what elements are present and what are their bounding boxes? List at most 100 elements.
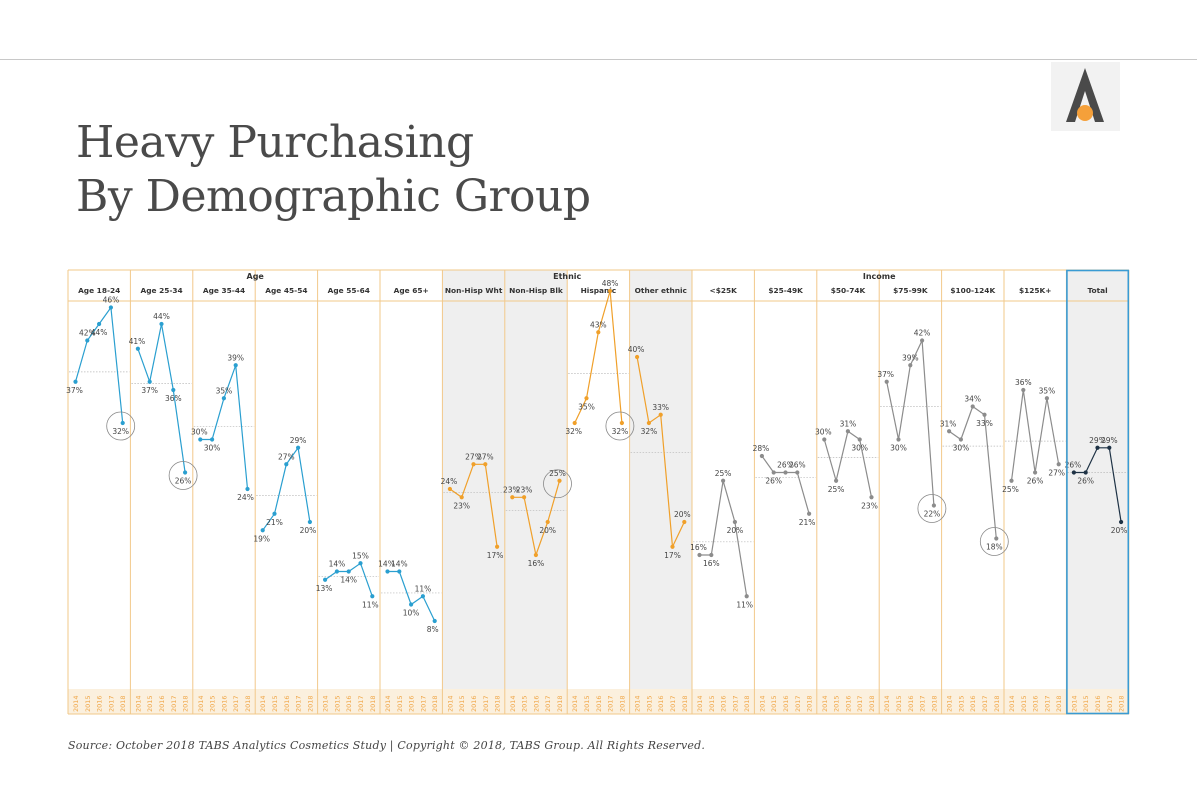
data-label: 8%: [427, 625, 439, 634]
year-label: 2014: [72, 695, 80, 712]
year-label: 2018: [618, 695, 626, 712]
year-label: 2016: [782, 695, 790, 712]
data-point: [795, 470, 800, 475]
year-label: 2014: [134, 695, 142, 712]
year-label: 2018: [119, 695, 127, 712]
panel-label: $50-74K: [831, 286, 866, 295]
data-label: 17%: [487, 551, 504, 560]
year-label: 2015: [770, 695, 778, 712]
highlight-circle: [917, 494, 947, 523]
panel-non-hisp-blk: Non-Hisp Blk 23%23% 16% 20% 25% 2014 2015 2016 2…: [503, 286, 572, 712]
data-point: [409, 602, 414, 607]
panel-label: Non-Hisp Wht: [445, 286, 503, 295]
panel-age-35-44: Age 35-44 30% 30% 35% 39% 24% 2014 2015 2016 2017…: [191, 286, 255, 712]
data-label: 27%: [1048, 468, 1065, 477]
data-point: [958, 437, 964, 442]
year-label: 2017: [357, 695, 365, 712]
data-point: [533, 552, 539, 558]
year-label: 2016: [595, 695, 603, 712]
panel--25k: <$25K 16% 16% 25% 20% 11% 2014 2015 2016 2017 2018: [690, 286, 754, 712]
year-label: 2015: [84, 695, 92, 712]
data-point: [284, 462, 289, 467]
highlight-circle: [543, 469, 572, 499]
year-label: 2015: [396, 695, 404, 712]
panel-label: Age 65+: [394, 286, 429, 295]
data-point: [682, 519, 687, 525]
year-label: 2014: [384, 695, 392, 712]
data-point: [1021, 387, 1026, 393]
highlight-circle: [979, 527, 1009, 556]
year-label: 2014: [509, 695, 517, 712]
data-label: 27%: [477, 452, 494, 461]
data-point: [358, 561, 363, 566]
data-label: 29%: [290, 436, 307, 445]
year-label: 2018: [431, 695, 439, 712]
data-point: [857, 437, 862, 442]
year-label: 2014: [634, 695, 642, 712]
tabs-logo: [1051, 62, 1120, 131]
year-label: 2018: [556, 695, 564, 712]
data-label: 18%: [986, 543, 1003, 552]
panel-label: Total: [1087, 286, 1107, 295]
data-label: 25%: [549, 469, 566, 478]
data-point: [807, 511, 812, 516]
data-point: [557, 478, 562, 483]
data-point: [1056, 462, 1061, 467]
data-label: 21%: [266, 518, 283, 527]
panel-age-25-34: Age 25-34 41% 37% 44% 36% 26% 2014 2015 2016 2017…: [129, 286, 198, 712]
data-point: [834, 478, 839, 483]
page-title: Heavy Purchasing By Demographic Group: [76, 116, 591, 224]
data-label: 24%: [441, 477, 458, 486]
data-point: [159, 321, 164, 327]
data-point: [783, 470, 788, 475]
year-label: 2018: [494, 695, 502, 712]
data-point: [307, 519, 312, 525]
data-label: 20%: [539, 526, 556, 535]
year-label: 2016: [1032, 695, 1040, 712]
year-label: 2018: [868, 695, 876, 712]
year-label: 2016: [844, 695, 852, 712]
data-label: 44%: [153, 312, 170, 321]
data-label: 29%: [1089, 436, 1106, 445]
panel-label: $125K+: [1019, 286, 1052, 295]
year-label: 2015: [645, 695, 653, 712]
data-label: 26%: [1065, 461, 1082, 470]
year-label: 2016: [408, 695, 416, 712]
panel-label: Age 25-34: [140, 286, 182, 295]
data-label: 32%: [112, 427, 129, 436]
year-label: 2018: [369, 695, 377, 712]
data-label: 13%: [316, 584, 333, 593]
year-label: 2015: [1020, 695, 1028, 712]
data-label: 41%: [129, 337, 146, 346]
year-label: 2015: [583, 695, 591, 712]
panel-label: Age 45-54: [265, 286, 307, 295]
data-point: [296, 445, 301, 450]
data-label: 26%: [1077, 477, 1094, 486]
year-label: 2016: [657, 695, 665, 712]
panel-label: Age 55-64: [328, 286, 370, 295]
data-label: 42%: [79, 329, 96, 338]
data-label: 32%: [565, 427, 582, 436]
year-label: 2015: [521, 695, 529, 712]
data-point: [245, 486, 250, 492]
data-point: [635, 354, 640, 360]
data-point: [85, 338, 90, 343]
panel-shade: [1066, 270, 1129, 714]
data-label: 36%: [165, 394, 182, 403]
year-label: 2018: [743, 695, 751, 712]
data-label: 21%: [799, 518, 816, 527]
panel-label: <$25K: [710, 286, 738, 295]
data-point: [545, 519, 550, 525]
data-point: [1009, 478, 1014, 483]
panel-label: Age 18-24: [78, 286, 120, 295]
data-label: 26%: [789, 461, 806, 470]
year-label: 2014: [1008, 695, 1016, 712]
data-point: [1044, 396, 1049, 401]
year-label: 2018: [806, 695, 814, 712]
data-point: [198, 437, 203, 442]
data-point: [420, 594, 425, 599]
data-label: 30%: [191, 428, 208, 437]
year-label: 2014: [696, 695, 704, 712]
